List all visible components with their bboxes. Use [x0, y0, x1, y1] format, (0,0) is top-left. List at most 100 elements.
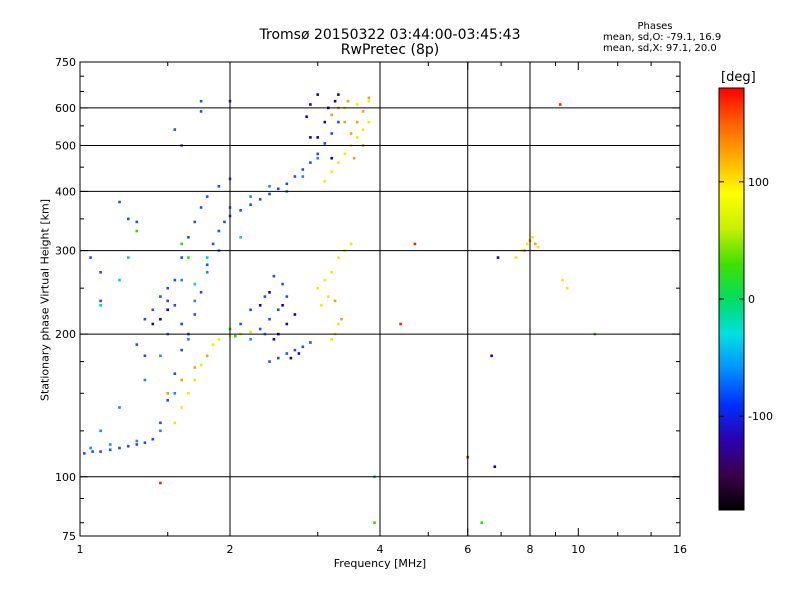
- data-point: [268, 192, 271, 196]
- data-point: [143, 317, 147, 321]
- data-point: [285, 182, 289, 186]
- y-tick-label: 400: [55, 185, 76, 198]
- phase-stats-x: mean, sd,X: 97.1, 20.0: [603, 43, 717, 54]
- data-point: [323, 278, 327, 282]
- data-point: [211, 242, 215, 246]
- data-point: [173, 278, 177, 282]
- data-point: [316, 136, 319, 139]
- data-point: [166, 399, 169, 402]
- data-point: [180, 242, 183, 246]
- data-point: [367, 99, 371, 103]
- data-point: [143, 378, 147, 382]
- data-point: [151, 322, 155, 326]
- data-point: [135, 443, 139, 446]
- data-point: [536, 245, 540, 249]
- y-tick-label: 600: [55, 102, 76, 115]
- data-point: [180, 378, 183, 382]
- data-point: [166, 299, 169, 303]
- y-axis-label: Stationary phase Virtual Height [km]: [38, 198, 52, 402]
- data-point: [330, 156, 333, 160]
- grid-lines: [80, 62, 680, 536]
- data-point: [159, 317, 162, 321]
- data-point: [180, 256, 183, 259]
- data-points: [83, 93, 597, 524]
- data-point: [367, 120, 371, 124]
- data-point: [108, 448, 112, 452]
- data-point: [281, 304, 284, 307]
- data-point: [108, 443, 112, 446]
- data-point: [193, 366, 197, 369]
- data-point: [159, 481, 162, 485]
- data-point: [118, 446, 121, 450]
- data-point: [193, 299, 197, 303]
- data-point: [301, 168, 305, 171]
- data-point: [83, 452, 86, 455]
- data-point: [118, 406, 121, 409]
- data-point: [349, 242, 353, 246]
- data-point: [309, 341, 312, 344]
- data-point: [199, 291, 203, 294]
- data-point: [166, 392, 169, 395]
- data-point: [268, 185, 271, 188]
- data-point: [118, 278, 121, 282]
- data-point: [249, 338, 252, 341]
- data-point: [343, 120, 347, 124]
- data-point: [127, 444, 130, 448]
- data-point: [249, 330, 252, 334]
- data-point: [399, 322, 402, 326]
- data-point: [361, 128, 365, 131]
- data-point: [493, 465, 497, 468]
- y-tick-label: 100: [55, 471, 76, 484]
- data-point: [135, 439, 139, 443]
- data-point: [99, 304, 102, 307]
- data-point: [337, 322, 340, 326]
- data-point: [323, 120, 327, 124]
- data-point: [258, 304, 262, 307]
- data-point: [316, 286, 319, 290]
- data-point: [99, 450, 102, 453]
- phase-stats-header: Phases: [637, 21, 673, 32]
- x-tick-label: 4: [377, 543, 384, 556]
- data-point: [355, 120, 359, 124]
- data-point: [249, 203, 252, 206]
- data-point: [173, 304, 177, 307]
- data-point: [193, 282, 197, 286]
- data-point: [239, 209, 242, 212]
- data-point: [309, 103, 312, 106]
- data-point: [285, 295, 289, 298]
- data-point: [333, 99, 337, 103]
- data-point: [309, 136, 312, 139]
- data-point: [340, 317, 343, 321]
- data-point: [268, 317, 271, 321]
- x-tick-label: 16: [673, 543, 687, 556]
- data-point: [558, 103, 562, 106]
- x-tick-label: 8: [527, 543, 534, 556]
- phase-stats-o: mean, sd,O: -79.1, 16.9: [603, 32, 722, 43]
- data-point: [480, 521, 483, 524]
- colorbar-ticks: 100 0 -100: [719, 176, 773, 423]
- data-point: [211, 343, 215, 346]
- data-point: [301, 175, 305, 178]
- data-point: [268, 360, 271, 363]
- data-point: [187, 392, 190, 395]
- data-point: [561, 278, 564, 282]
- axis-ticks: 1 2 4 6 8 10 16 75 100 200 300 400 500 600 750: [55, 56, 687, 556]
- data-point: [337, 93, 340, 96]
- data-point: [330, 170, 333, 174]
- data-point: [277, 187, 280, 191]
- data-point: [320, 304, 323, 307]
- data-point: [143, 441, 147, 444]
- x-tick-label: 1: [77, 543, 84, 556]
- data-point: [159, 354, 162, 358]
- data-point: [89, 446, 92, 450]
- data-point: [135, 220, 139, 224]
- data-point: [289, 356, 293, 360]
- data-point: [285, 322, 289, 326]
- data-point: [337, 161, 340, 164]
- data-point: [361, 110, 365, 113]
- data-point: [127, 256, 130, 259]
- data-point: [277, 308, 280, 312]
- data-point: [180, 322, 183, 326]
- data-point: [234, 334, 237, 338]
